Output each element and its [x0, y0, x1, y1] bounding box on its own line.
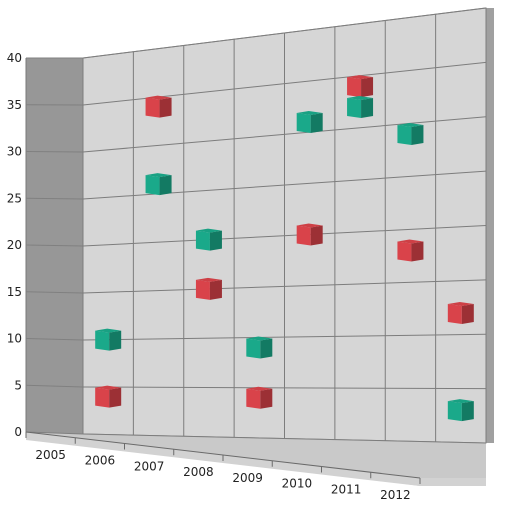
cube-front-face	[246, 339, 260, 359]
x-tick-label: 2011	[331, 482, 362, 496]
cube-side-face	[109, 331, 121, 351]
x-tick-label: 2005	[35, 448, 66, 462]
y-tick-label: 40	[7, 51, 22, 65]
cube-side-face	[462, 401, 474, 421]
x-tick-label: 2008	[183, 465, 214, 479]
x-tick-label: 2007	[134, 459, 165, 473]
cube-side-face	[210, 231, 222, 251]
x-tick-label: 2009	[232, 471, 263, 485]
cube-side-face	[160, 175, 172, 195]
cube-marker	[196, 278, 222, 300]
cube-marker	[246, 387, 272, 409]
x-tick-label: 2006	[85, 454, 116, 468]
y-tick-label: 5	[14, 378, 22, 392]
cube-marker	[448, 302, 474, 324]
cube-marker	[397, 240, 423, 262]
y-tick-label: 35	[7, 98, 22, 112]
cube-front-face	[397, 125, 411, 145]
cube-front-face	[146, 175, 160, 195]
y-tick-label: 10	[7, 332, 22, 346]
cube-front-face	[397, 242, 411, 262]
cube-marker	[297, 111, 323, 133]
cube-side-face	[210, 280, 222, 300]
y-tick-label: 15	[7, 285, 22, 299]
cube-front-face	[95, 331, 109, 351]
cube-marker	[246, 337, 272, 359]
plot-right-wall	[486, 8, 494, 443]
cube-marker	[397, 123, 423, 145]
cube-front-face	[448, 401, 462, 421]
cube-side-face	[311, 113, 323, 133]
x-tick-label: 2012	[380, 488, 411, 502]
cube-side-face	[109, 388, 121, 408]
cube-front-face	[297, 113, 311, 133]
cube-front-face	[347, 77, 361, 97]
cube-marker	[196, 229, 222, 251]
cube-front-face	[297, 225, 311, 245]
cube-side-face	[311, 225, 323, 245]
cube-front-face	[146, 98, 160, 118]
cube-front-face	[347, 98, 361, 118]
cube-marker	[146, 173, 172, 195]
cube-front-face	[95, 388, 109, 408]
cube-side-face	[361, 98, 373, 118]
cube-side-face	[160, 98, 172, 118]
cube-front-face	[246, 389, 260, 409]
cube-marker	[297, 223, 323, 245]
cube-marker	[95, 386, 121, 408]
y-tick-label: 25	[7, 191, 22, 205]
cube-marker	[448, 399, 474, 421]
y-tick-label: 30	[7, 145, 22, 159]
cube-front-face	[196, 231, 210, 251]
cube-front-face	[196, 280, 210, 300]
cube-side-face	[411, 125, 423, 145]
y-tick-label: 0	[14, 425, 22, 439]
cube-marker	[347, 75, 373, 97]
x-tick-label: 2010	[282, 477, 313, 491]
cube-side-face	[462, 304, 474, 324]
cube-marker	[146, 96, 172, 118]
cube-side-face	[361, 77, 373, 97]
cube-marker	[95, 329, 121, 351]
cube-side-face	[260, 389, 272, 409]
side-gridline	[26, 152, 83, 153]
cube-marker	[347, 96, 373, 118]
y-tick-label: 20	[7, 238, 22, 252]
cube-side-face	[411, 242, 423, 262]
cube-side-face	[260, 339, 272, 359]
cube-front-face	[448, 304, 462, 324]
